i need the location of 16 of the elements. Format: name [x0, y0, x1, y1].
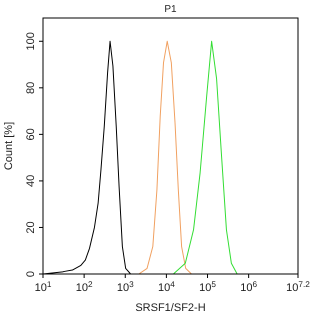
y-tick-label: 100 [25, 32, 37, 50]
y-tick-label: 40 [25, 174, 37, 188]
y-tick-label: 60 [25, 128, 37, 140]
x-tick-label: 10$^{4}$ [158, 280, 176, 294]
x-tick-label: 10$^{7.2}$ [286, 280, 310, 294]
x-tick-label: 10$^{5}$ [199, 280, 216, 294]
x-axis-title: SRSF1/SF2-H [135, 302, 206, 314]
y-tick-label: 20 [25, 221, 37, 234]
x-tick-label: 10$^{6}$ [240, 280, 258, 294]
x-tick-label: 10$^{3}$ [116, 280, 134, 294]
y-tick-label: 0 [25, 270, 37, 278]
y-tick-label: 80 [25, 82, 37, 94]
x-tick-label: 10$^{1}$ [34, 280, 52, 294]
x-tick-label: 10$^{2}$ [76, 280, 93, 294]
y-axis-title: Count [%] [3, 122, 15, 170]
chart-title: P1 [164, 4, 178, 15]
